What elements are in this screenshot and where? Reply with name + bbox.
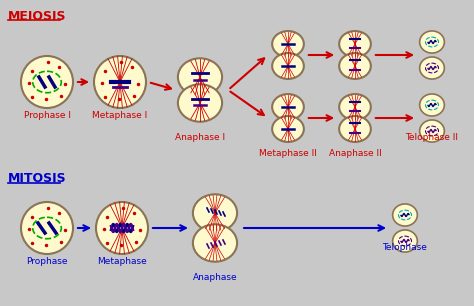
Ellipse shape [339, 53, 371, 79]
Text: Prophase: Prophase [26, 257, 68, 266]
Ellipse shape [272, 53, 304, 79]
Ellipse shape [419, 94, 444, 116]
Ellipse shape [21, 56, 73, 108]
Text: Anaphase: Anaphase [193, 273, 237, 282]
Text: MEIOSIS: MEIOSIS [8, 10, 66, 23]
Ellipse shape [272, 94, 304, 120]
Text: Anaphase II: Anaphase II [328, 149, 382, 158]
Ellipse shape [339, 31, 371, 57]
Text: Anaphase I: Anaphase I [175, 133, 225, 142]
Text: Prophase I: Prophase I [24, 111, 71, 120]
Ellipse shape [178, 84, 222, 122]
Text: Telophase: Telophase [383, 243, 428, 252]
Ellipse shape [339, 116, 371, 142]
Ellipse shape [193, 194, 237, 232]
Ellipse shape [21, 202, 73, 254]
Text: Metaphase: Metaphase [97, 257, 147, 266]
Ellipse shape [419, 31, 444, 53]
Ellipse shape [272, 116, 304, 142]
Ellipse shape [178, 58, 222, 96]
Text: Telophase II: Telophase II [405, 133, 458, 142]
Ellipse shape [419, 120, 444, 142]
Text: MITOSIS: MITOSIS [8, 172, 67, 185]
Ellipse shape [339, 94, 371, 120]
Ellipse shape [392, 230, 417, 252]
Text: Metaphase I: Metaphase I [92, 111, 147, 120]
Ellipse shape [96, 202, 148, 254]
Ellipse shape [193, 224, 237, 262]
Ellipse shape [419, 57, 444, 79]
Ellipse shape [392, 204, 417, 226]
Text: Metaphase II: Metaphase II [259, 149, 317, 158]
Ellipse shape [272, 31, 304, 57]
Ellipse shape [94, 56, 146, 108]
